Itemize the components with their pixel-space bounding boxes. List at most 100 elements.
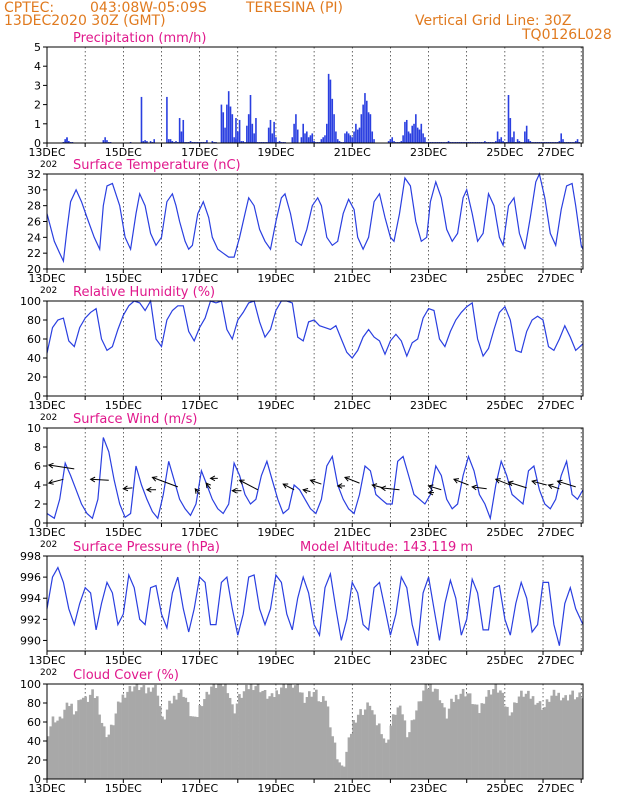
cloud-bar (324, 700, 327, 779)
cloud-bar (454, 694, 458, 779)
cloud-bar (578, 692, 581, 779)
panel-title: Cloud Cover (%) (73, 668, 179, 683)
cloud-bar (119, 702, 122, 779)
x-tick-label: 21DEC (334, 782, 371, 795)
y-tick-label: 4 (34, 60, 41, 73)
y-tick-label: 20 (27, 754, 41, 767)
cloud-bar (247, 689, 251, 779)
wind-arrow-head (471, 484, 478, 491)
precip-bar (344, 133, 346, 143)
y-tick-label: 1 (34, 118, 41, 131)
y-tick-label: 2 (34, 99, 41, 112)
x-tick-label: 19DEC (257, 272, 294, 285)
cloud-bar (366, 702, 369, 779)
x-tick-label: 17DEC (181, 654, 218, 667)
cloud-bar (359, 709, 362, 779)
cloud-bar (284, 688, 288, 779)
cloud-bar (205, 691, 209, 779)
cloud-bar (352, 720, 355, 779)
cloud-bar (538, 701, 542, 779)
x-tick-label: 25DEC (486, 526, 523, 539)
cloud-bar (233, 713, 237, 779)
wind-arrow-head (238, 479, 245, 485)
cloud-bar (555, 695, 558, 779)
panel-title: Precipitation (mm/h) (73, 31, 206, 46)
header-code: TQ0126L028 (522, 27, 612, 43)
precip-bar (500, 137, 503, 143)
cloud-bar (86, 701, 90, 779)
cloud-bar (107, 734, 111, 779)
cloud-bar (405, 737, 409, 779)
cloud-bar (499, 690, 502, 779)
precip-bar (106, 140, 108, 143)
x-tick-label: 21DEC (334, 399, 371, 412)
y-tick-label: 40 (27, 352, 41, 365)
x-tick-label: 23DEC (410, 782, 447, 795)
precip-bar (253, 133, 255, 143)
cloud-bar (356, 714, 360, 779)
precip-bar (347, 133, 350, 143)
cloud-bar (419, 701, 423, 779)
precip-bar (391, 137, 394, 143)
y-tick-label: 80 (27, 314, 41, 327)
precip-bar (420, 123, 423, 143)
cloud-bar (417, 701, 421, 779)
precip-bar (142, 141, 145, 143)
wind-arrow-head (122, 485, 129, 492)
precip-bar (364, 93, 366, 143)
cloud-bar (447, 708, 451, 779)
y-tick-label: 100 (20, 678, 41, 691)
x-tick-label: 23DEC (410, 146, 447, 159)
cloud-bar (74, 711, 78, 779)
cloud-bar (396, 707, 400, 779)
precip-bar (211, 141, 214, 143)
wind-arrow-head (47, 479, 54, 485)
precip-bar (306, 131, 308, 143)
panel-wind: 0 2 4 6 8 10 13DEC 15DEC 17DEC 19DEC 21DEC 23DEC 25D… (27, 412, 584, 550)
precip-bar (64, 141, 66, 143)
cloud-bar (326, 706, 330, 779)
wind-arrow (48, 478, 64, 484)
x-tick-label: 13DEC (28, 146, 65, 159)
cloud-bar (289, 684, 292, 779)
x-tick-label: 15DEC (105, 272, 142, 285)
precip-bar (226, 104, 228, 143)
cloud-bar (231, 704, 234, 779)
precip-bar (393, 141, 395, 143)
precip-bar (169, 139, 172, 143)
x-tick-label: 25DEC (486, 654, 523, 667)
x-tick-label: 27DEC (537, 526, 574, 539)
y-tick-label: 80 (27, 697, 41, 710)
cloud-bar (177, 692, 181, 779)
panel-frame (46, 427, 584, 524)
precip-bar (353, 131, 355, 143)
panel-subtitle: Model Altitude: 143.119 m (300, 540, 473, 555)
precip-bar (516, 139, 519, 143)
precip-bar (389, 139, 392, 143)
cloud-bar (471, 704, 474, 779)
header-grid-note: Vertical Grid Line: 30Z (415, 13, 572, 29)
y-tick-label: 4 (34, 479, 41, 492)
cloud-bar (566, 700, 570, 779)
cloud-bar (191, 716, 195, 779)
cloud-bar (224, 684, 227, 779)
cloud-bar (280, 687, 283, 779)
cloud-bar (492, 689, 495, 779)
precip-bar (140, 96, 143, 143)
cloud-bar (550, 695, 554, 779)
x-tick-label: 19DEC (257, 399, 294, 412)
cloud-bar (254, 686, 258, 779)
x-tick-label: 19DEC (257, 782, 294, 795)
cloud-bar (527, 690, 530, 779)
cloud-bar (259, 692, 262, 779)
precip-bar (525, 125, 528, 143)
cloud-bar (112, 725, 115, 779)
cloud-bar (312, 692, 316, 779)
cloud-bar (210, 686, 213, 779)
panel-title: Surface Pressure (hPa) (73, 540, 220, 555)
cloud-bar (564, 695, 567, 779)
precip-bar (271, 133, 274, 143)
wind-arrow-head (427, 489, 434, 496)
y-tick-label: 0 (34, 517, 41, 530)
x-tick-label: 17DEC (181, 782, 218, 795)
